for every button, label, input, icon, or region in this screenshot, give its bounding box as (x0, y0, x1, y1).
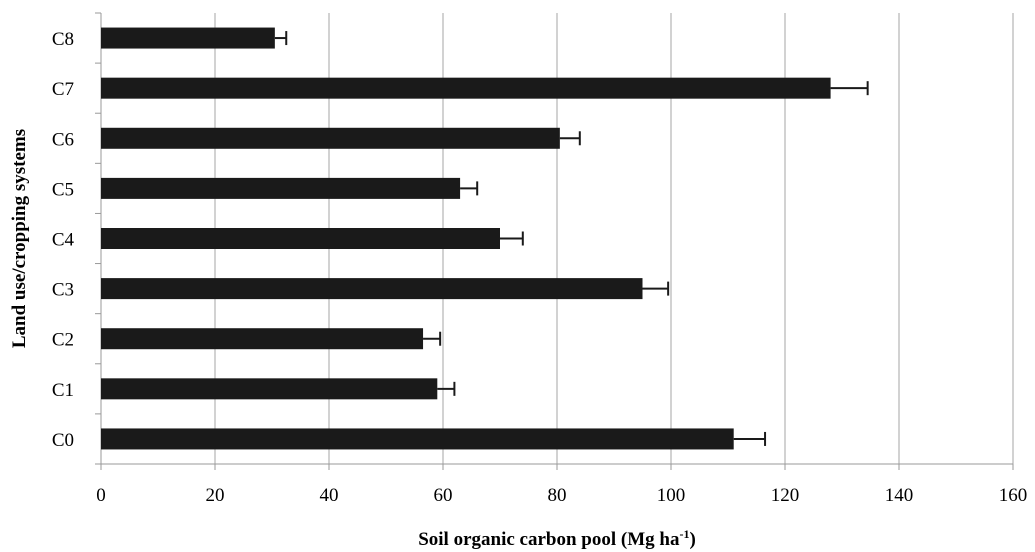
x-tick-label-100: 100 (657, 485, 686, 506)
bar-c2 (101, 328, 424, 350)
error-bar-c8 (274, 31, 288, 46)
x-tick-label-60: 60 (434, 485, 453, 506)
y-tick-label-c2: C2 (52, 330, 74, 351)
error-bar-c7 (830, 81, 869, 96)
error-bar-c5 (460, 181, 479, 196)
error-bar-c1 (437, 381, 456, 396)
bar-c4 (101, 228, 500, 249)
x-axis-title-superscript: -1 (679, 527, 689, 541)
error-bar-c0 (733, 431, 767, 446)
y-tick-label-c6: C6 (52, 129, 74, 150)
x-tick-label-40: 40 (320, 485, 339, 506)
y-tick-label-c4: C4 (52, 230, 75, 251)
bar-c7 (101, 77, 831, 99)
error-bar-c6 (559, 131, 581, 146)
error-bar-c4 (500, 231, 524, 246)
x-axis-title-close: ) (689, 529, 695, 550)
y-tick-label-c3: C3 (52, 280, 74, 301)
x-tick-labels: 0 20 40 60 80 100 120 140 160 (96, 485, 1027, 506)
bar-c3 (101, 278, 643, 300)
bar-c6 (101, 127, 560, 149)
bar-c5 (101, 177, 461, 199)
bar-c8 (101, 27, 275, 49)
x-tick-label-160: 160 (999, 485, 1028, 506)
error-bars (274, 31, 869, 446)
y-tick-label-c7: C7 (52, 79, 74, 100)
error-bar-c3 (642, 281, 670, 296)
x-tick-label-20: 20 (206, 485, 225, 506)
x-tick-label-120: 120 (771, 485, 800, 506)
y-tick-labels: C0 C1 C2 C3 C4 C5 C6 C7 C8 (52, 29, 75, 451)
error-bar-c2 (423, 331, 442, 346)
y-axis-title: Land use/cropping systems (9, 129, 30, 348)
bar-c0 (101, 428, 734, 450)
bar-c1 (101, 378, 438, 400)
x-tick-label-80: 80 (548, 485, 567, 506)
x-tick-label-140: 140 (885, 485, 914, 506)
y-tick-label-c5: C5 (52, 179, 74, 200)
bars (101, 27, 831, 450)
x-axis-title-main: Soil organic carbon pool (Mg ha (418, 529, 680, 550)
y-tick-label-c8: C8 (52, 29, 74, 50)
y-tick-label-c0: C0 (52, 430, 74, 451)
x-axis-title: Soil organic carbon pool (Mg ha-1) (418, 527, 696, 550)
x-tick-label-0: 0 (96, 485, 106, 506)
y-tick-label-c1: C1 (52, 380, 74, 401)
